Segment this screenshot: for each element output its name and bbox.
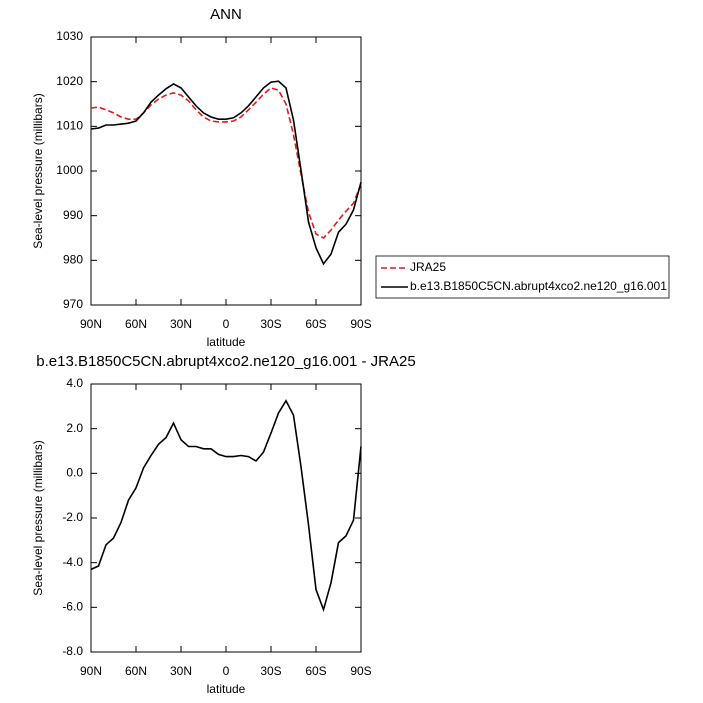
data-line [90, 80, 362, 266]
y-axis-label: Sea-level pressure (millibars) [31, 440, 45, 595]
legend-label: JRA25 [410, 260, 446, 274]
plot-frame [90, 383, 362, 653]
y-tick-label: -6.0 [62, 600, 83, 614]
chart-title: ANN [210, 6, 242, 23]
x-tick-label: 30N [170, 317, 192, 331]
x-tick-label: 0 [223, 664, 230, 678]
y-tick-label: 1020 [56, 74, 83, 88]
x-tick-label: 30S [260, 317, 281, 331]
x-tick-label: 60S [305, 664, 326, 678]
y-axis-label: Sea-level pressure (millibars) [31, 93, 45, 248]
data-line [90, 87, 362, 239]
x-tick-label: 90S [350, 317, 371, 331]
plot-frame [90, 36, 362, 306]
y-tick-label: 980 [63, 253, 83, 267]
x-tick-label: 90S [350, 664, 371, 678]
y-tick-label: 0.0 [66, 466, 83, 480]
y-tick-label: 990 [63, 208, 83, 222]
x-tick-label: 0 [223, 317, 230, 331]
x-tick-label: 60S [305, 317, 326, 331]
x-axis-label: latitude [207, 682, 246, 696]
x-tick-label: 30N [170, 664, 192, 678]
x-tick-label: 90N [80, 317, 102, 331]
chart-title: b.e13.B1850C5CN.abrupt4xco2.ne120_g16.00… [36, 353, 415, 370]
x-tick-label: 60N [125, 317, 147, 331]
x-tick-label: 60N [125, 664, 147, 678]
x-tick-label: 90N [80, 664, 102, 678]
legend-box [375, 255, 670, 299]
y-tick-label: -2.0 [62, 510, 83, 524]
x-axis-label: latitude [207, 335, 246, 349]
y-tick-label: 1000 [56, 163, 83, 177]
y-tick-label: 1010 [56, 119, 83, 133]
y-tick-label: 4.0 [66, 376, 83, 390]
y-tick-label: 1030 [56, 29, 83, 43]
data-line [90, 399, 362, 613]
y-tick-label: -8.0 [62, 644, 83, 658]
y-tick-label: -4.0 [62, 555, 83, 569]
x-tick-label: 30S [260, 664, 281, 678]
y-tick-label: 2.0 [66, 421, 83, 435]
y-tick-label: 970 [63, 297, 83, 311]
legend-label: b.e13.B1850C5CN.abrupt4xco2.ne120_g16.00… [410, 279, 667, 293]
